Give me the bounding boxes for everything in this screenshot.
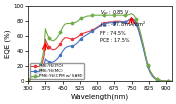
PM6:Y6(ITO) [59,43,61,44]
PM6:Y6(CPM w/ SAM) [158,79,160,80]
Line: PM6:Y6(MC): PM6:Y6(MC) [27,17,173,82]
X-axis label: Wavelength(nm): Wavelength(nm) [71,93,129,100]
Line: PM6:Y6(ITO): PM6:Y6(ITO) [27,17,173,82]
PM6:Y6(ITO) [87,31,89,32]
PM6:Y6(MC) [110,22,112,23]
PM6:Y6(ITO) [27,79,29,80]
PM6:Y6(CPM w/ SAM) [87,15,89,17]
PM6:Y6(MC) [62,51,64,52]
Y-axis label: EQE (%): EQE (%) [4,30,11,58]
PM6:Y6(MC) [171,81,173,82]
PM6:Y6(MC) [158,80,160,81]
PM6:Y6(ITO) [131,18,133,19]
PM6:Y6(ITO) [62,39,64,41]
Text: $V_{oc}$ : 0.85 V
$J_{sc}$ : -27.8 mA/cm$^2$
FF : 74.5%
PCE : 17.5%: $V_{oc}$ : 0.85 V $J_{sc}$ : -27.8 mA/cm… [100,8,146,43]
Legend: PM6:Y6(ITO), PM6:Y6(MC), PM6:Y6(CPM w/ SAM): PM6:Y6(ITO), PM6:Y6(MC), PM6:Y6(CPM w/ S… [30,63,84,79]
PM6:Y6(MC) [87,33,89,35]
PM6:Y6(CPM w/ SAM) [131,13,133,14]
PM6:Y6(ITO) [110,21,112,23]
PM6:Y6(CPM w/ SAM) [110,15,112,16]
PM6:Y6(CPM w/ SAM) [27,79,29,80]
PM6:Y6(MC) [27,79,29,80]
PM6:Y6(CPM w/ SAM) [62,27,64,28]
PM6:Y6(CPM w/ SAM) [112,15,114,16]
PM6:Y6(MC) [131,18,133,19]
PM6:Y6(MC) [112,22,114,23]
Line: PM6:Y6(CPM w/ SAM): PM6:Y6(CPM w/ SAM) [27,13,173,82]
PM6:Y6(ITO) [171,81,173,82]
PM6:Y6(MC) [59,54,61,56]
PM6:Y6(CPM w/ SAM) [59,32,61,33]
PM6:Y6(ITO) [158,79,160,80]
PM6:Y6(ITO) [112,21,114,23]
PM6:Y6(CPM w/ SAM) [171,81,173,82]
